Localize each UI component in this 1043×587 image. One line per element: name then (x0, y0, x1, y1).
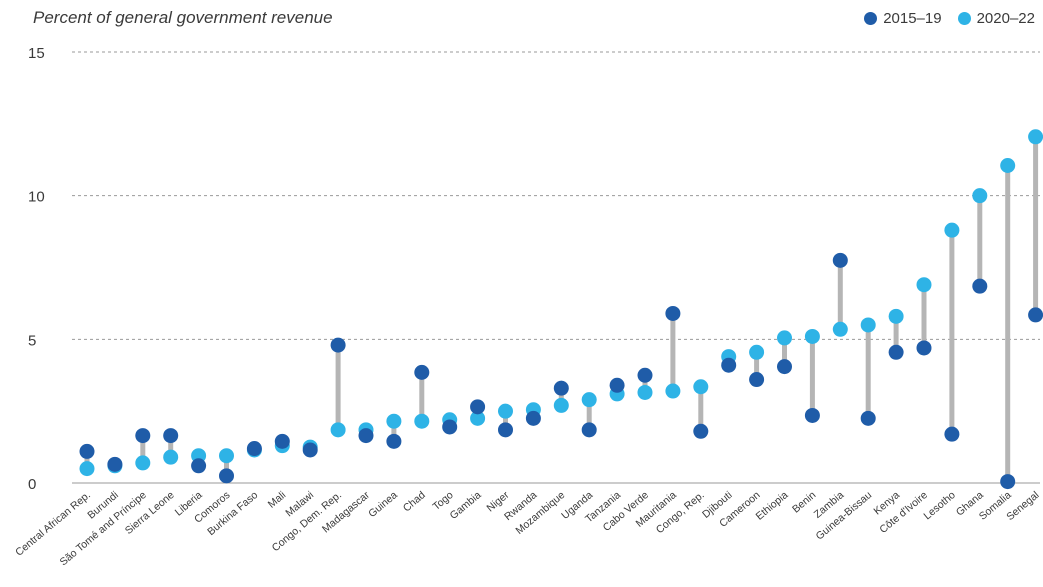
point-2020-22 (637, 384, 653, 400)
point-2015-19 (609, 377, 625, 393)
point-2015-19 (581, 422, 597, 438)
point-2015-19 (302, 442, 318, 458)
point-2015-19 (665, 305, 681, 321)
point-2015-19 (916, 340, 932, 356)
point-2020-22 (553, 397, 569, 413)
point-2015-19 (888, 344, 904, 360)
point-2015-19 (721, 357, 737, 373)
point-2020-22 (498, 403, 513, 419)
point-2020-22 (777, 330, 792, 346)
legend-item-2020-22: 2020–22 (957, 10, 1035, 27)
legend: 2015–19 2020–22 (864, 10, 1035, 27)
y-tick-label: 5 (28, 332, 36, 349)
point-2015-19 (79, 443, 95, 459)
x-category-label: Gambia (448, 489, 484, 522)
point-2015-19 (693, 423, 709, 439)
point-2015-19 (191, 458, 207, 474)
point-2020-22 (972, 188, 988, 204)
point-2020-22 (860, 317, 876, 333)
y-tick-label: 0 (28, 476, 36, 493)
y-tick-label: 15 (28, 45, 45, 62)
point-2020-22 (916, 277, 932, 293)
point-2015-19 (330, 337, 346, 353)
point-2020-22 (135, 455, 151, 471)
legend-swatch-2015-19 (864, 12, 878, 25)
x-category-label: Chad (401, 489, 428, 514)
point-2015-19 (498, 422, 513, 438)
point-2015-19 (470, 399, 486, 415)
point-2020-22 (665, 383, 681, 399)
point-2015-19 (1028, 307, 1043, 323)
point-2015-19 (414, 364, 430, 380)
chart-title: Percent of general government revenue (33, 8, 333, 27)
point-2020-22 (804, 328, 820, 344)
x-category-label: Guinea (366, 489, 400, 520)
point-2020-22 (888, 308, 904, 324)
point-2015-19 (163, 428, 179, 444)
point-2015-19 (944, 426, 960, 442)
point-2020-22 (749, 344, 765, 360)
point-2020-22 (79, 461, 95, 477)
point-2015-19 (777, 359, 792, 375)
point-2015-19 (1000, 474, 1016, 490)
x-category-label: Ethiopia (754, 489, 791, 523)
point-2015-19 (246, 441, 262, 457)
point-2015-19 (219, 468, 234, 484)
point-2015-19 (107, 456, 123, 472)
point-2015-19 (860, 410, 876, 426)
point-2015-19 (832, 252, 848, 268)
point-2020-22 (832, 321, 848, 337)
legend-swatch-2020-22 (957, 12, 971, 25)
point-2015-19 (135, 428, 151, 444)
point-2020-22 (470, 410, 486, 426)
point-2015-19 (553, 380, 569, 396)
x-category-label: Lesotho (921, 489, 957, 522)
y-tick-label: 10 (28, 189, 45, 206)
point-2020-22 (1000, 157, 1016, 173)
legend-label-2020-22: 2020–22 (976, 10, 1035, 27)
point-2015-19 (972, 278, 988, 294)
point-2015-19 (525, 410, 541, 426)
point-2020-22 (414, 413, 430, 429)
x-category-label: Mali (266, 489, 288, 511)
point-2020-22 (386, 413, 402, 429)
legend-item-2015-19: 2015–19 (864, 10, 942, 27)
point-2015-19 (386, 433, 402, 449)
point-2015-19 (358, 428, 374, 444)
point-2015-19 (274, 433, 290, 449)
point-2015-19 (637, 367, 653, 383)
point-2020-22 (1028, 129, 1043, 145)
point-2015-19 (442, 419, 458, 435)
legend-label-2015-19: 2015–19 (883, 10, 942, 27)
point-2020-22 (163, 449, 179, 465)
point-2020-22 (581, 392, 597, 408)
point-2020-22 (944, 222, 960, 238)
point-2015-19 (749, 372, 765, 388)
point-2020-22 (219, 448, 234, 464)
point-2015-19 (804, 407, 820, 423)
point-2020-22 (693, 379, 709, 395)
point-2020-22 (330, 422, 346, 438)
